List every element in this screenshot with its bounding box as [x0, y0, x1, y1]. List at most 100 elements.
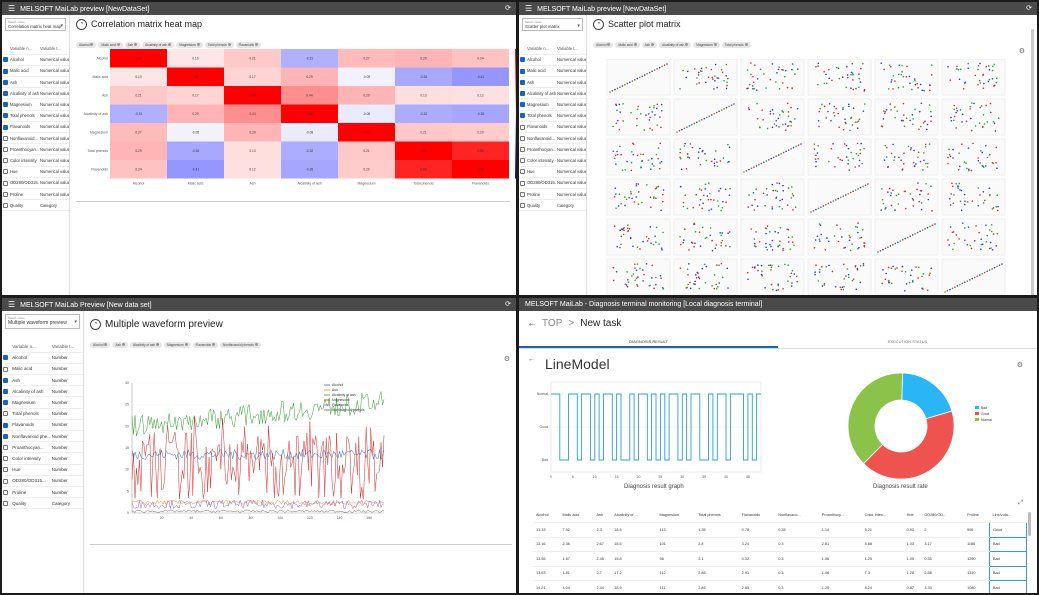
- variable-checkbox[interactable]: [3, 467, 8, 473]
- variable-checkbox[interactable]: [3, 102, 8, 108]
- variable-checkbox[interactable]: [3, 444, 8, 450]
- table-row[interactable]: 13.33 7.92 2.3 18.5 113 1.35 0.78 0.35 1.14 5.21 0…: [533, 522, 1027, 538]
- column-header[interactable]: Line/vota...: [989, 508, 1027, 523]
- variable-row[interactable]: Hue Numerical value: [2, 166, 69, 178]
- variable-chip[interactable]: Flavanoids: [235, 42, 261, 48]
- variable-row[interactable]: Hue Number: [2, 464, 83, 476]
- variable-row[interactable]: Alcohol Number: [2, 352, 83, 364]
- tab-diagnosis-result[interactable]: DIAGNOSIS RESULT: [519, 335, 778, 348]
- variable-row[interactable]: Hue Numerical value: [519, 166, 586, 178]
- scrollbar[interactable]: [1028, 512, 1031, 536]
- variable-row[interactable]: Magnesium Numerical value: [2, 98, 69, 111]
- variable-row[interactable]: Magnesium Numerical value: [519, 98, 586, 111]
- variable-row[interactable]: Ash Numerical value: [519, 76, 586, 89]
- column-header[interactable]: Variable t...: [39, 43, 69, 55]
- variable-row[interactable]: Malic acid Number: [2, 363, 83, 376]
- variable-checkbox[interactable]: [3, 158, 8, 164]
- table-row[interactable]: 14.21 4.04 2.44 18.9 111 2.85 2.65 0.3 1.25 5.24 0…: [533, 580, 1027, 593]
- variable-checkbox[interactable]: [520, 169, 525, 175]
- variable-row[interactable]: Proline Numerical value: [2, 188, 69, 201]
- table-row[interactable]: 13.56 1.67 2.45 15.8 98 2.1 0.32 0.3 1.56 1.25 1.0…: [533, 551, 1027, 567]
- variable-checkbox[interactable]: [3, 113, 8, 119]
- arrow-left-icon[interactable]: ←: [528, 356, 535, 363]
- variable-row[interactable]: Nonflavanoid... Numerical value: [519, 132, 586, 145]
- variable-chip[interactable]: Alcohol: [76, 42, 97, 48]
- mode-select[interactable]: Select mode Correlation matrix heat map ▾: [5, 18, 66, 31]
- close-icon[interactable]: [633, 43, 637, 46]
- close-icon[interactable]: [254, 343, 258, 346]
- column-header[interactable]: OD280/OD...: [921, 508, 965, 523]
- variable-row[interactable]: Alcohol Numerical value: [519, 54, 586, 66]
- variable-row[interactable]: Color intensity Numerical value: [519, 154, 586, 167]
- variable-row[interactable]: Alcalinity of ash Numerical value: [519, 87, 586, 100]
- variable-chip[interactable]: Malic acid: [615, 42, 640, 48]
- variable-row[interactable]: Flavanoids Number: [2, 419, 83, 432]
- variable-checkbox[interactable]: [520, 124, 525, 130]
- variable-chip[interactable]: Alcalinity of ash: [129, 342, 163, 348]
- variable-checkbox[interactable]: [3, 478, 8, 484]
- close-icon[interactable]: [116, 43, 120, 46]
- variable-checkbox[interactable]: [3, 366, 8, 372]
- close-icon[interactable]: [90, 43, 94, 46]
- refresh-icon[interactable]: ⟳: [1026, 5, 1032, 12]
- variable-row[interactable]: Malic acid Numerical value: [519, 65, 586, 78]
- menu-icon[interactable]: ☰: [525, 4, 533, 13]
- variable-row[interactable]: Ash Numerical value: [2, 76, 69, 89]
- variable-row[interactable]: Alcalinity of ash Number: [2, 385, 83, 398]
- scrollbar[interactable]: [1031, 29, 1034, 295]
- column-header[interactable]: Proanthocy...: [818, 508, 862, 523]
- variable-row[interactable]: Quality Category: [519, 199, 586, 212]
- column-header[interactable]: Alcohol: [533, 508, 560, 523]
- variable-row[interactable]: Alcalinity of ash Numerical value: [2, 87, 69, 100]
- variable-checkbox[interactable]: [520, 113, 525, 119]
- close-icon[interactable]: [156, 343, 160, 346]
- close-icon[interactable]: [121, 343, 125, 346]
- variable-row[interactable]: Proanthocyan... Numerical value: [519, 143, 586, 156]
- variable-row[interactable]: Total phenols Numerical value: [2, 110, 69, 122]
- variable-chip[interactable]: Magnesium: [693, 42, 720, 48]
- close-icon[interactable]: [227, 43, 231, 46]
- column-header[interactable]: Ash: [593, 508, 612, 523]
- variable-checkbox[interactable]: [520, 135, 525, 141]
- variable-chip[interactable]: Alcohol: [593, 42, 614, 48]
- column-header[interactable]: Color inten...: [861, 508, 904, 523]
- variable-chip[interactable]: Flavanoids: [192, 342, 219, 348]
- variable-chip[interactable]: Ash: [641, 42, 658, 48]
- variable-checkbox[interactable]: [3, 146, 8, 152]
- variable-checkbox[interactable]: [3, 202, 8, 208]
- column-header[interactable]: Proline: [964, 508, 990, 523]
- close-icon[interactable]: [685, 43, 689, 46]
- close-icon[interactable]: [713, 43, 717, 46]
- variable-row[interactable]: Nonflavanoid... Numerical value: [2, 132, 69, 145]
- table-row[interactable]: 13.63 1.81 2.7 17.2 112 2.85 2.91 0.3 1.46 7.3 1.2…: [533, 565, 1027, 581]
- variable-chip[interactable]: Alcohol: [90, 342, 111, 348]
- variable-chip[interactable]: Total phenols: [204, 42, 234, 48]
- variable-row[interactable]: Flavanoids Numerical value: [519, 121, 586, 134]
- breadcrumb-top[interactable]: TOP: [542, 317, 563, 329]
- variable-checkbox[interactable]: [520, 57, 525, 63]
- variable-row[interactable]: Color intensity Number: [2, 452, 83, 465]
- column-header[interactable]: Variable t...: [556, 43, 586, 55]
- variable-row[interactable]: Magnesium Number: [2, 396, 83, 409]
- variable-checkbox[interactable]: [3, 377, 8, 383]
- close-icon[interactable]: [255, 43, 258, 46]
- tab-execution-status[interactable]: EXECUTION STATUS: [887, 339, 928, 344]
- variable-checkbox[interactable]: [3, 124, 8, 130]
- variable-checkbox[interactable]: [3, 191, 8, 197]
- close-icon[interactable]: [104, 343, 108, 346]
- variable-checkbox[interactable]: [3, 489, 8, 495]
- variable-checkbox[interactable]: [3, 180, 8, 186]
- variable-checkbox[interactable]: [520, 202, 525, 208]
- variable-checkbox[interactable]: [3, 456, 8, 462]
- close-icon[interactable]: [196, 43, 200, 46]
- column-header[interactable]: Nonflavano...: [775, 508, 819, 523]
- variable-row[interactable]: Quality Category: [2, 199, 69, 212]
- close-icon[interactable]: [651, 43, 655, 46]
- variable-row[interactable]: Proline Number: [2, 486, 83, 499]
- variable-checkbox[interactable]: [3, 400, 8, 406]
- variable-row[interactable]: Malic acid Numerical value: [2, 65, 69, 78]
- variable-checkbox[interactable]: [3, 411, 8, 417]
- variable-checkbox[interactable]: [520, 146, 525, 152]
- gear-icon[interactable]: ⚙: [1016, 362, 1023, 369]
- column-header[interactable]: Alcalinity of ...: [611, 508, 657, 523]
